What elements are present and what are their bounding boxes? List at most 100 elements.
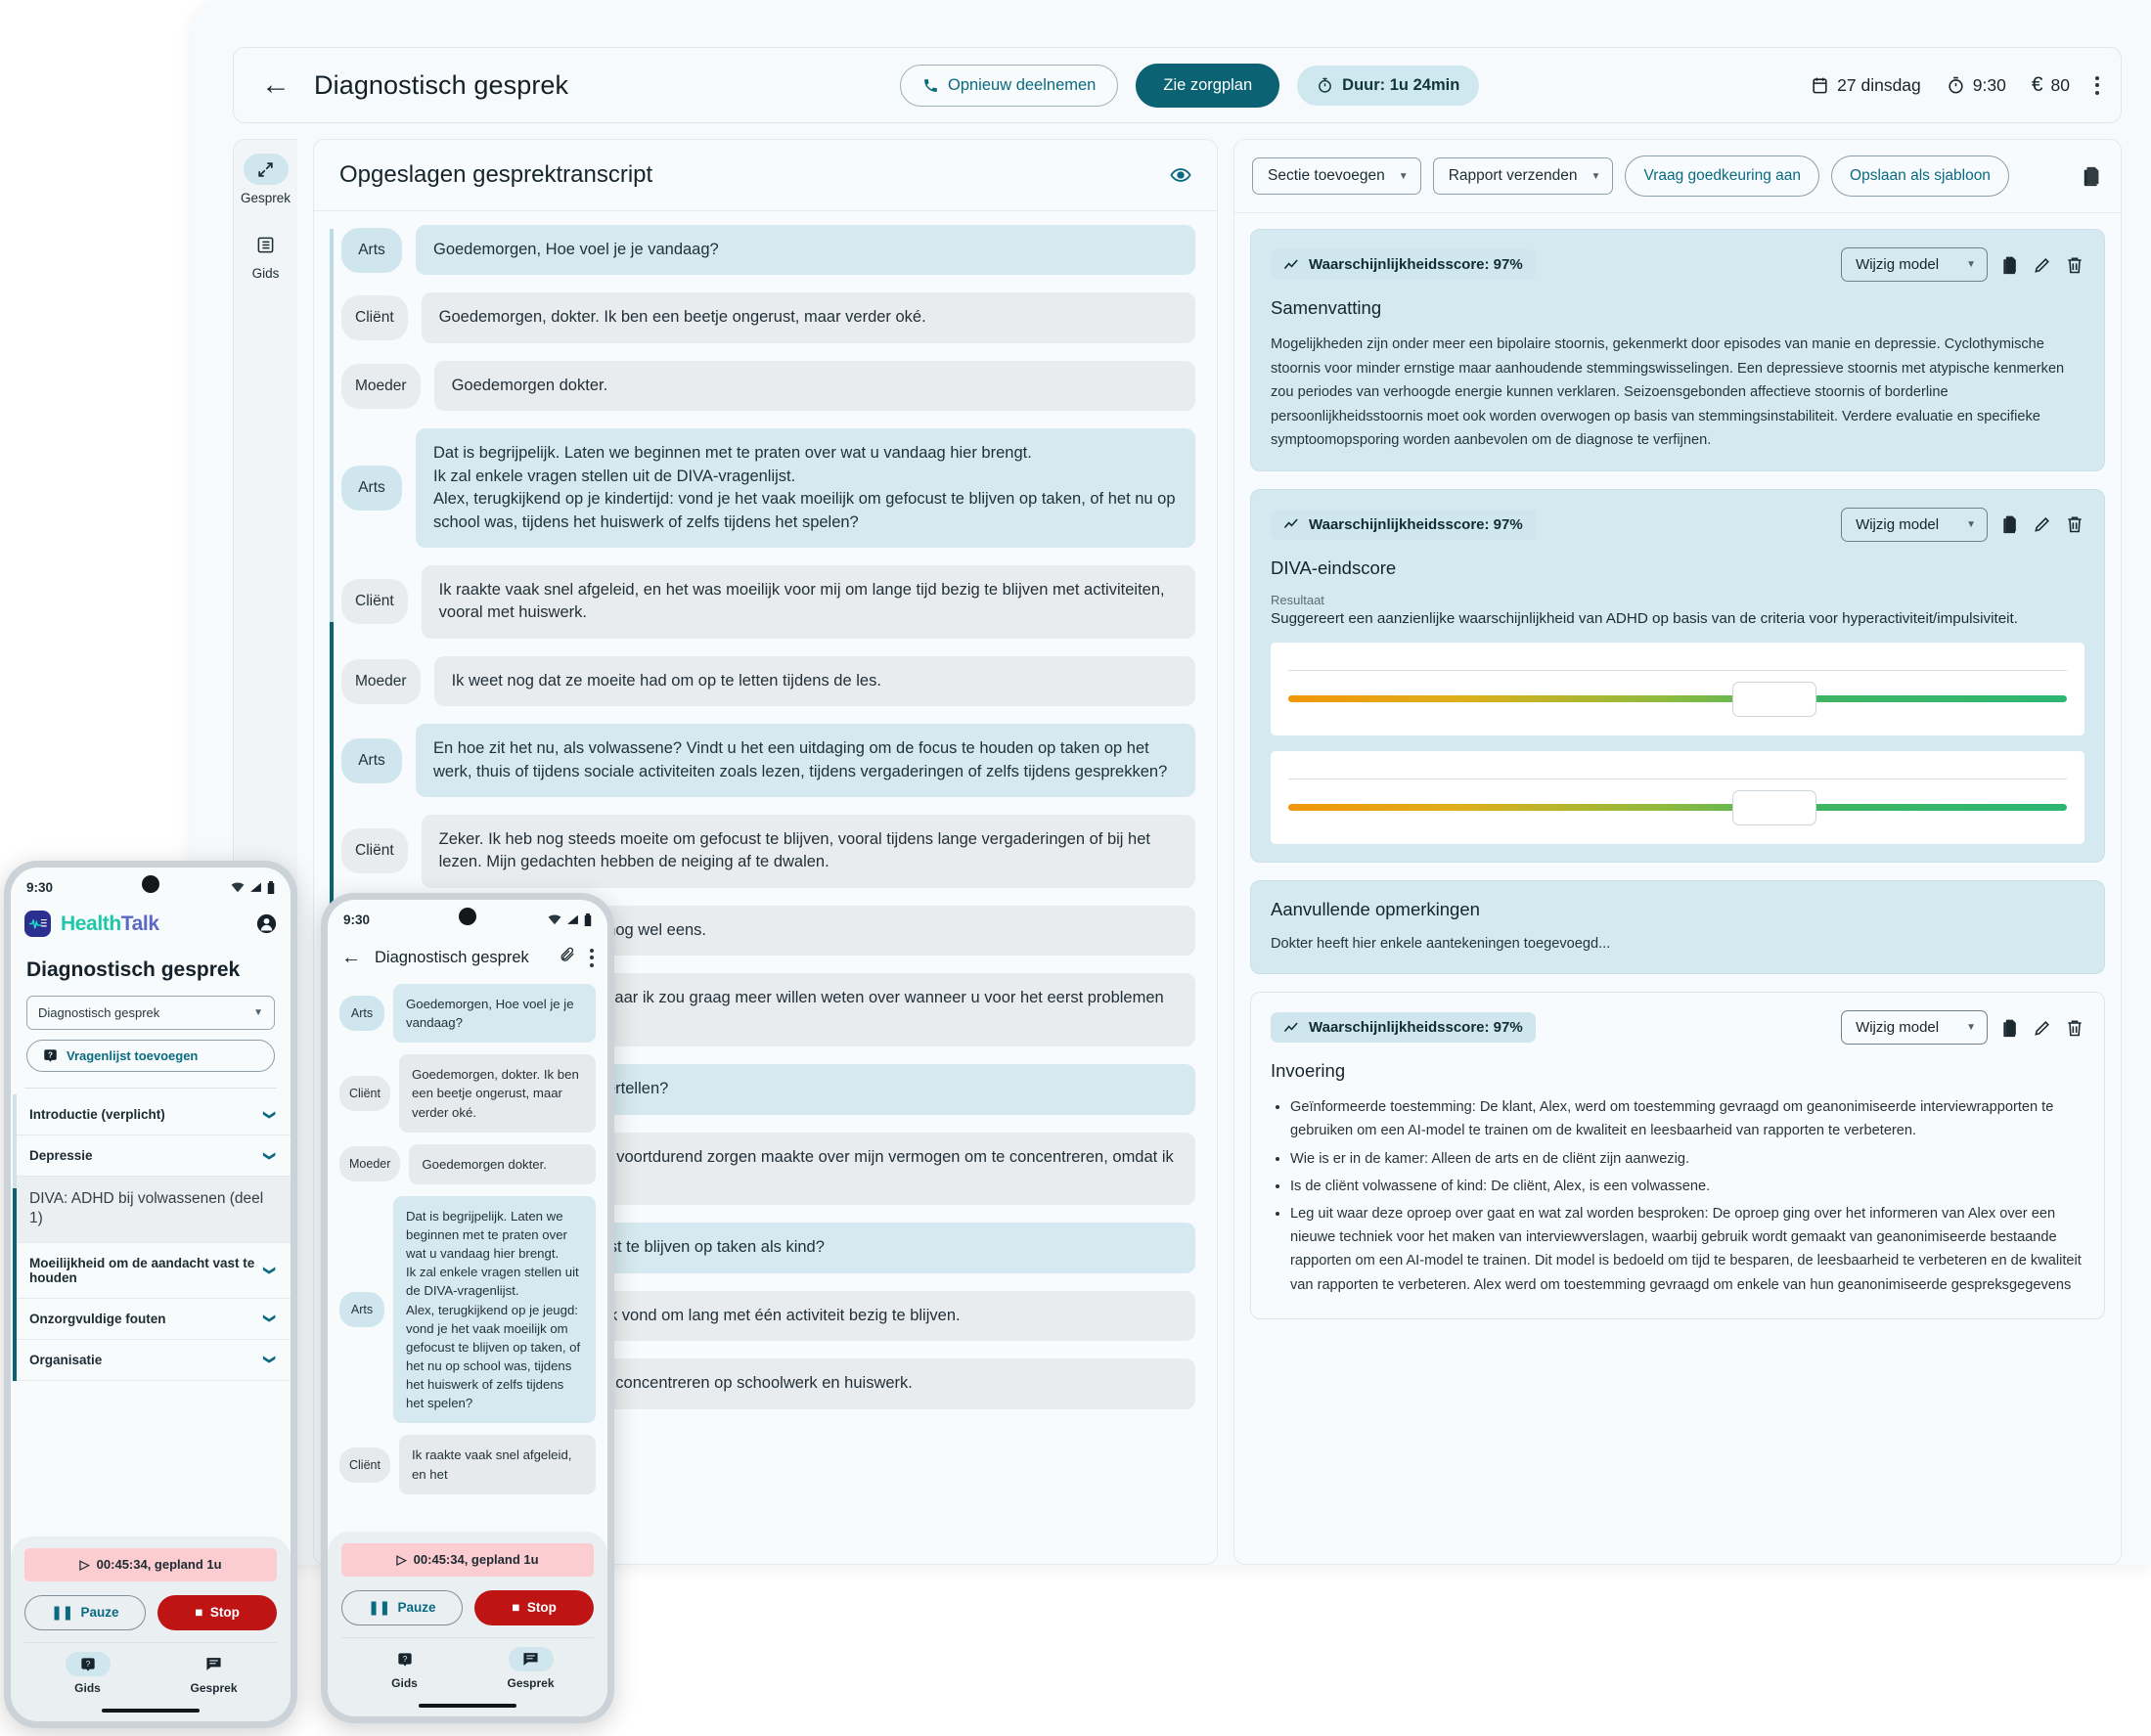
- delete-icon[interactable]: [2065, 1018, 2084, 1038]
- transcript-message: Cliënt Zeker. Ik heb nog steeds moeite om…: [341, 815, 1195, 888]
- message-text: En hoe zit het nu, als volwassene? Vindt…: [416, 724, 1195, 798]
- endscore-slider[interactable]: [1288, 789, 2067, 825]
- delete-icon[interactable]: [2065, 255, 2084, 275]
- endscore-slider[interactable]: [1288, 681, 2067, 717]
- transcript-message: Arts Dat is begrijpelijk. Laten we beginn…: [341, 428, 1195, 548]
- stop-button[interactable]: ■ Stop: [474, 1590, 594, 1625]
- message-text: Goedemorgen, dokter. Ik ben een beetje o…: [421, 292, 1195, 343]
- status-bar: 9:30: [11, 868, 291, 901]
- question-badge-icon: ?: [382, 1647, 427, 1671]
- tab-gids[interactable]: ? Gids: [24, 1652, 151, 1695]
- request-approval-button[interactable]: Vraag goedkeuring aan: [1625, 156, 1820, 197]
- slider-thumb[interactable]: [1731, 681, 1816, 717]
- model-select-label: Wijzig model: [1856, 1019, 1940, 1037]
- arrow-left-icon[interactable]: ←: [341, 946, 361, 968]
- copy-icon[interactable]: [2082, 165, 2103, 187]
- status-time: 9:30: [343, 912, 371, 927]
- conversation-type-select[interactable]: Diagnostisch gesprek ▼: [26, 996, 275, 1030]
- guide-accordion-item[interactable]: Depressie ❯: [17, 1135, 291, 1177]
- pause-button[interactable]: ❚❚ Pauze: [24, 1595, 146, 1630]
- sidebar-item-gids[interactable]: Gids: [234, 229, 297, 281]
- chat-messages[interactable]: Arts Goedemorgen, Hoe voel je je vandaag?…: [328, 984, 607, 1532]
- pause-button[interactable]: ❚❚ Pauze: [341, 1590, 463, 1625]
- delete-icon[interactable]: [2065, 514, 2084, 534]
- guide-accordion-item[interactable]: Introductie (verplicht) ❯: [17, 1094, 291, 1135]
- guide-accordion-item[interactable]: Organisatie ❯: [17, 1340, 291, 1381]
- kebab-menu-icon[interactable]: [590, 945, 594, 970]
- guide-accordion-item[interactable]: DIVA: ADHD bij volwassenen (deel 1): [17, 1177, 291, 1243]
- message-text: Goedemorgen, dokter. Ik ben een beetje o…: [398, 1054, 596, 1133]
- copy-icon[interactable]: [2000, 514, 2020, 534]
- accordion-label: Moeilijkheid om de aandacht vast te houd…: [29, 1255, 255, 1285]
- chat-app-bar: ← Diagnostisch gesprek: [328, 933, 607, 984]
- result-text: Suggereert een aanzienlijke waarschijnli…: [1271, 609, 2018, 627]
- speaker-label: Cliënt: [339, 1075, 390, 1111]
- paperclip-icon[interactable]: [560, 947, 576, 968]
- transcript-message: Arts Goedemorgen, Hoe voel je je vandaag?: [341, 225, 1195, 276]
- report-section-notes: Aanvullende opmerkingen Dokter heeft hie…: [1250, 879, 2105, 975]
- notes-text: Dokter heeft hier enkele aantekeningen t…: [1271, 935, 1611, 952]
- message-text: Ik weet nog dat ze moeite had om op te l…: [433, 655, 1195, 707]
- copy-icon[interactable]: [2000, 255, 2020, 275]
- tab-gids[interactable]: ? Gids: [341, 1647, 468, 1690]
- edit-icon[interactable]: [2033, 514, 2052, 534]
- stop-button[interactable]: ■ Stop: [157, 1595, 277, 1630]
- model-select[interactable]: Wijzig model ▼: [1841, 247, 1988, 282]
- transcript-message: Cliënt Goedemorgen, dokter. Ik ben een be…: [341, 292, 1195, 343]
- slider-thumb[interactable]: [1731, 789, 1816, 825]
- time-text: 9:30: [1972, 74, 2006, 95]
- careplan-button[interactable]: Zie zorgplan: [1136, 63, 1280, 108]
- tab-gesprek[interactable]: Gesprek: [468, 1647, 594, 1690]
- bottom-tabbar: ? Gids Gesprek: [24, 1642, 277, 1701]
- timer-text: 00:45:34, gepland 1u: [413, 1552, 539, 1567]
- speaker-label: Moeder: [341, 658, 421, 704]
- slider-track: [1288, 803, 2067, 811]
- copy-icon[interactable]: [2000, 1018, 2020, 1038]
- guide-accordion-item[interactable]: Moeilijkheid om de aandacht vast te houd…: [17, 1243, 291, 1299]
- add-section-select[interactable]: Sectie toevoegen ▼: [1252, 157, 1421, 195]
- speaker-label: Moeder: [339, 1146, 401, 1182]
- model-select[interactable]: Wijzig model ▼: [1841, 507, 1988, 542]
- euro-icon: €: [2031, 73, 2043, 96]
- chevron-down-icon: ▼: [1398, 170, 1409, 182]
- accordion-label: DIVA: ADHD bij volwassenen (deel 1): [29, 1190, 264, 1227]
- timer-icon: [1949, 76, 1963, 93]
- svg-text:?: ?: [402, 1654, 407, 1664]
- save-template-button[interactable]: Opslaan als sjabloon: [1831, 156, 2009, 197]
- date-text: 27 dinsdag: [1837, 74, 1921, 95]
- guide-accordion-item[interactable]: Onzorgvuldige fouten ❯: [17, 1299, 291, 1340]
- rejoin-label: Opnieuw deelnemen: [948, 75, 1097, 94]
- score-label: Waarschijnlijkheidsscore: 97%: [1309, 1019, 1523, 1037]
- calendar-icon: [1813, 77, 1827, 93]
- edit-icon[interactable]: [2033, 1018, 2052, 1038]
- header-meta: 27 dinsdag 9:30 € 80: [1811, 72, 2099, 98]
- status-badge: Waarschijnlijkheidsscore: 97%: [1271, 1012, 1536, 1044]
- tab-label: Gesprek: [190, 1681, 238, 1695]
- score-label: Waarschijnlijkheidsscore: 97%: [1309, 515, 1523, 533]
- slider-track: [1288, 694, 2067, 702]
- sidebar-item-gesprek[interactable]: Gesprek: [234, 154, 297, 205]
- bullet-item: Wie is er in de kamer: Alleen de arts en…: [1290, 1147, 2084, 1171]
- message-text: Goedemorgen, Hoe voel je je vandaag?: [393, 984, 596, 1044]
- trend-icon: [1283, 259, 1298, 269]
- transcript-header: Opgeslagen gesprektranscript: [314, 140, 1217, 211]
- report-panel: Sectie toevoegen ▼ Rapport verzenden ▼ V…: [1233, 139, 2122, 1565]
- chevron-down-icon: ▼: [1591, 170, 1601, 182]
- svg-text:?: ?: [48, 1050, 53, 1059]
- transcript-message: Arts En hoe zit het nu, als volwassene? V…: [341, 724, 1195, 798]
- speaker-label: Cliënt: [339, 1447, 390, 1483]
- trend-icon: [1283, 518, 1298, 529]
- speaker-label: Arts: [341, 227, 402, 273]
- tab-gesprek[interactable]: Gesprek: [151, 1652, 277, 1695]
- account-circle-icon[interactable]: [256, 913, 277, 934]
- kebab-menu-icon[interactable]: [2095, 72, 2099, 98]
- edit-icon[interactable]: [2033, 255, 2052, 275]
- rejoin-button[interactable]: Opnieuw deelnemen: [900, 64, 1119, 107]
- chevron-down-icon: ❯: [262, 1109, 277, 1120]
- eye-icon[interactable]: [1170, 164, 1191, 186]
- arrow-left-icon[interactable]: ←: [261, 68, 291, 101]
- report-content[interactable]: Waarschijnlijkheidsscore: 97% Wijzig mod…: [1234, 213, 2121, 1564]
- add-questionnaire-button[interactable]: ? Vragenlijst toevoegen: [26, 1040, 275, 1072]
- model-select[interactable]: Wijzig model ▼: [1841, 1010, 1988, 1046]
- send-report-select[interactable]: Rapport verzenden ▼: [1432, 157, 1614, 195]
